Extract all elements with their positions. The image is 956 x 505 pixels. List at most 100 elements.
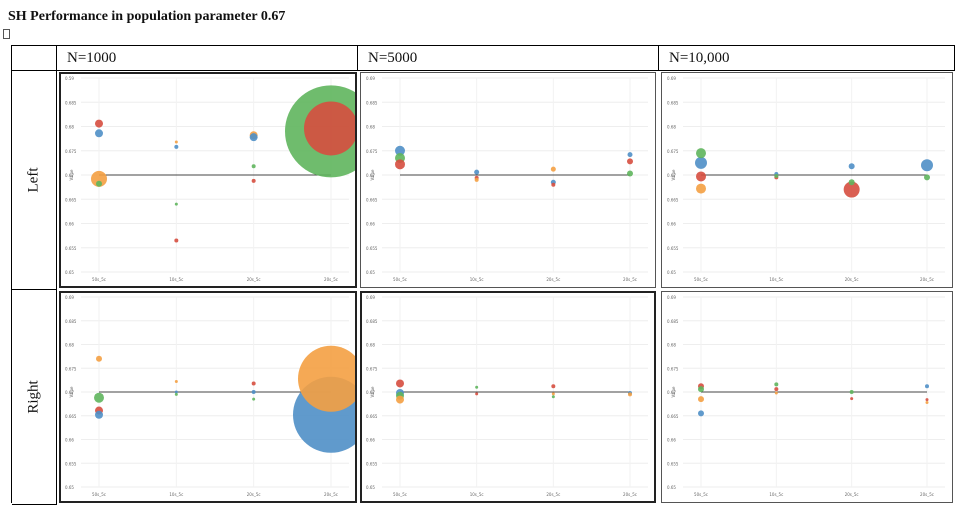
x-tick-label: 20s_5c bbox=[324, 277, 338, 282]
data-point-red bbox=[696, 171, 706, 182]
data-point-green bbox=[698, 386, 704, 393]
data-point-orange bbox=[774, 391, 778, 395]
y-tick-label: 0.66 bbox=[667, 438, 676, 443]
data-point-red bbox=[251, 178, 256, 183]
data-point-blue bbox=[395, 145, 405, 156]
y-tick-label: 0.66 bbox=[366, 438, 375, 443]
y-tick-label: 0.675 bbox=[667, 149, 679, 154]
column-header-n1000: N=1000 bbox=[57, 46, 358, 71]
data-point-orange bbox=[696, 183, 706, 194]
y-axis-label: Value bbox=[69, 386, 74, 398]
data-point-blue bbox=[95, 410, 103, 419]
chart-right-n10000: 0.69 0.685 0.68 0.675 0.67 0.665 0.66 0.655 0.65… bbox=[661, 291, 953, 503]
y-tick-label: 0.665 bbox=[667, 197, 679, 202]
x-tick-label: 20s_5c bbox=[920, 277, 934, 282]
chart-left-n10000: 0.69 0.685 0.68 0.675 0.67 0.665 0.66 0.655 0.65… bbox=[661, 72, 953, 288]
y-tick-label: 0.655 bbox=[65, 461, 77, 466]
y-tick-label: 0.675 bbox=[65, 149, 77, 154]
data-point-green bbox=[924, 174, 930, 181]
data-point-red bbox=[850, 397, 854, 401]
x-tick-label: 20s_5c bbox=[247, 492, 261, 497]
y-tick-label: 0.69 bbox=[366, 295, 375, 300]
data-point-red bbox=[396, 379, 404, 388]
data-point-orange bbox=[628, 392, 632, 397]
y-tick-label: 0.68 bbox=[366, 125, 375, 130]
data-point-green bbox=[174, 202, 178, 206]
y-tick-label: 0.68 bbox=[65, 343, 74, 348]
data-point-red bbox=[475, 392, 479, 396]
data-point-green bbox=[696, 148, 706, 159]
scatter-plot: 0.69 0.685 0.68 0.675 0.67 0.665 0.66 0.655 0.65… bbox=[65, 295, 357, 497]
data-point-red bbox=[843, 181, 860, 198]
data-point-blue bbox=[249, 133, 258, 142]
x-tick-label: 10s_5c bbox=[769, 277, 783, 282]
y-tick-label: 0.65 bbox=[667, 270, 676, 275]
y-axis-label: Value bbox=[671, 386, 676, 398]
data-point-green bbox=[551, 395, 555, 399]
x-tick-label: 50s_5c bbox=[92, 277, 106, 282]
x-tick-label: 20s_5c bbox=[247, 277, 261, 282]
data-point-blue bbox=[925, 384, 929, 389]
y-tick-label: 0.685 bbox=[65, 100, 77, 105]
x-tick-label: 50s_5c bbox=[694, 492, 708, 497]
chart-left-n5000: 0.69 0.685 0.68 0.675 0.67 0.665 0.66 0.655 0.65… bbox=[360, 72, 656, 288]
data-point-orange bbox=[91, 170, 107, 187]
data-point-red bbox=[551, 384, 556, 389]
x-tick-label: 20s_5c bbox=[623, 492, 637, 497]
data-point-green bbox=[252, 397, 256, 401]
anchor-handle[interactable] bbox=[3, 29, 10, 39]
scatter-plot: 0.69 0.685 0.68 0.675 0.67 0.665 0.66 0.655 0.65… bbox=[667, 76, 945, 282]
y-tick-label: 0.685 bbox=[667, 100, 679, 105]
scatter-plot: 0.69 0.685 0.68 0.675 0.67 0.665 0.66 0.655 0.65… bbox=[667, 295, 945, 497]
x-tick-label: 50s_5c bbox=[694, 277, 708, 282]
y-tick-label: 0.68 bbox=[667, 125, 676, 130]
data-point-orange bbox=[698, 396, 704, 403]
y-tick-label: 0.665 bbox=[65, 414, 77, 419]
y-tick-label: 0.685 bbox=[65, 319, 77, 324]
y-axis-label: Value bbox=[370, 386, 375, 398]
y-axis-label: Value bbox=[69, 169, 74, 181]
chart-right-n5000: 0.69 0.685 0.68 0.675 0.67 0.665 0.66 0.655 0.65… bbox=[360, 291, 656, 503]
data-point-green bbox=[96, 180, 102, 187]
x-tick-label: 10s_5c bbox=[769, 492, 783, 497]
x-tick-label: 10s_5c bbox=[470, 277, 484, 282]
chart-left-n1000: 0.59 0.685 0.68 0.675 0.67 0.665 0.66 0.655 0.65… bbox=[59, 72, 357, 288]
data-point-blue bbox=[474, 169, 480, 175]
data-point-orange bbox=[550, 166, 556, 172]
y-tick-label: 0.65 bbox=[366, 270, 375, 275]
data-point-orange bbox=[96, 355, 102, 362]
x-tick-label: 20s_5c bbox=[546, 492, 560, 497]
y-tick-label: 0.67 bbox=[667, 390, 676, 395]
data-point-red bbox=[395, 159, 405, 170]
data-point-red bbox=[174, 238, 179, 243]
data-point-green bbox=[475, 385, 479, 389]
y-tick-label: 0.66 bbox=[366, 222, 375, 227]
data-point-orange bbox=[551, 392, 555, 396]
data-point-green bbox=[848, 179, 855, 186]
y-tick-label: 0.675 bbox=[65, 366, 77, 371]
y-tick-label: 0.685 bbox=[366, 319, 378, 324]
data-point-orange bbox=[298, 345, 357, 412]
x-tick-label: 20s_5c bbox=[845, 492, 859, 497]
data-point-green bbox=[174, 392, 178, 396]
y-tick-label: 0.66 bbox=[65, 438, 74, 443]
data-point-red bbox=[95, 119, 103, 128]
scatter-plot: 0.59 0.685 0.68 0.675 0.67 0.665 0.66 0.655 0.65… bbox=[65, 76, 357, 282]
y-tick-label: 0.675 bbox=[366, 149, 378, 154]
x-tick-label: 20s_5c bbox=[920, 492, 934, 497]
data-point-green bbox=[849, 390, 854, 394]
y-tick-label: 0.67 bbox=[65, 173, 74, 178]
x-tick-label: 50s_5c bbox=[92, 492, 106, 497]
x-tick-label: 50s_5c bbox=[393, 492, 407, 497]
data-point-orange bbox=[174, 380, 178, 384]
y-tick-label: 0.65 bbox=[65, 485, 74, 490]
y-tick-label: 0.65 bbox=[667, 485, 676, 490]
y-tick-label: 0.665 bbox=[667, 414, 679, 419]
data-point-blue bbox=[695, 156, 707, 169]
y-tick-label: 0.685 bbox=[667, 319, 679, 324]
data-point-red bbox=[251, 381, 256, 386]
data-point-blue bbox=[251, 390, 256, 394]
data-point-green bbox=[774, 173, 779, 178]
y-tick-label: 0.665 bbox=[366, 197, 378, 202]
data-point-green bbox=[774, 382, 779, 387]
